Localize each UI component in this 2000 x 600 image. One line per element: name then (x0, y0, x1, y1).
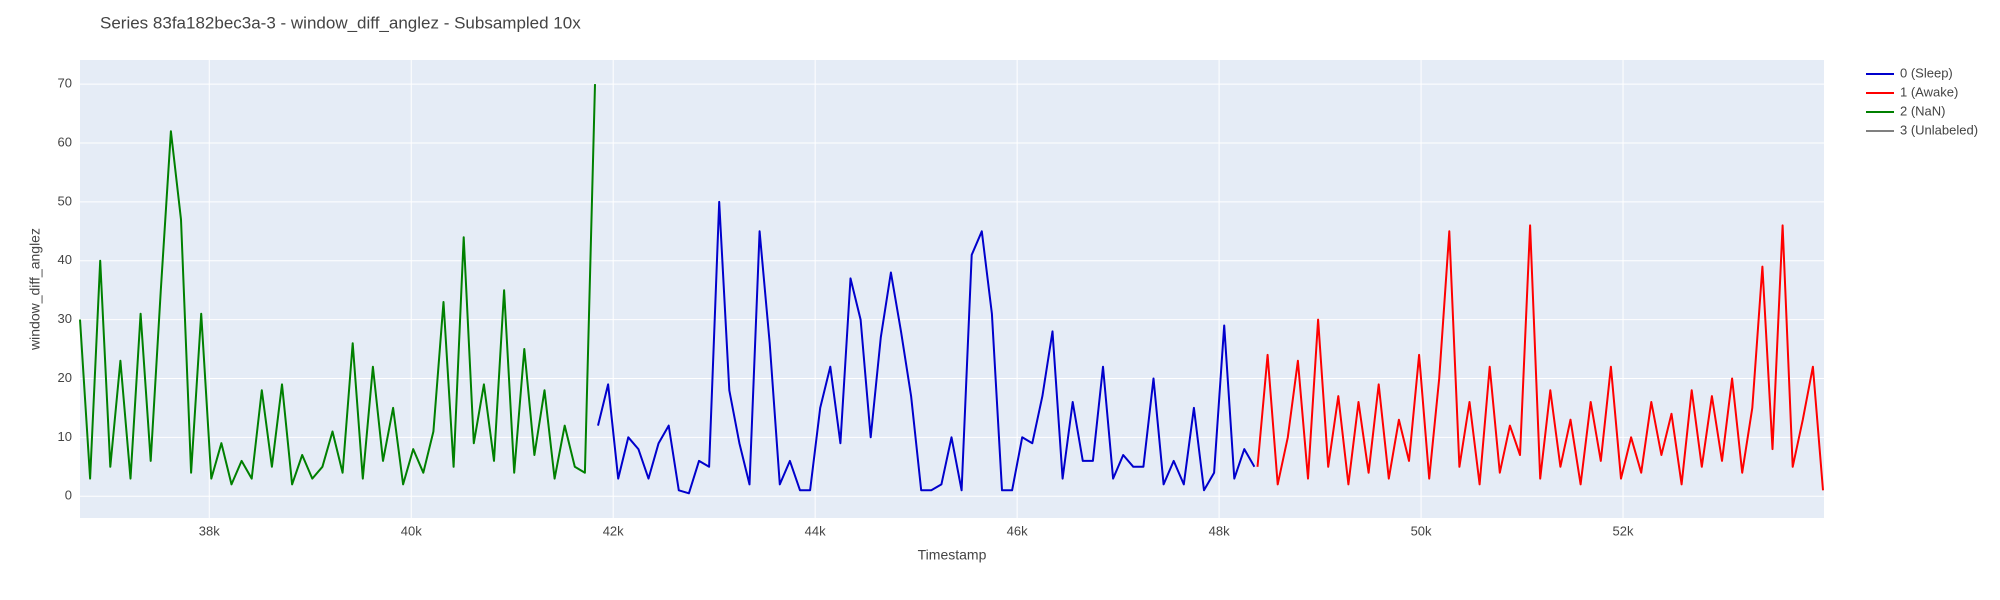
y-tick-label: 10 (58, 429, 72, 444)
x-tick-label: 44k (805, 523, 826, 538)
y-tick-label: 0 (65, 488, 72, 503)
legend-label: 3 (Unlabeled) (1900, 122, 1978, 137)
y-axis-title: window_diff_anglez (27, 228, 43, 351)
x-tick-label: 38k (199, 523, 220, 538)
plot-area (80, 60, 1824, 518)
y-tick-label: 30 (58, 311, 72, 326)
x-tick-label: 40k (401, 523, 422, 538)
x-axis-title: Timestamp (918, 547, 987, 563)
x-tick-label: 52k (1613, 523, 1634, 538)
x-tick-label: 42k (603, 523, 624, 538)
y-tick-label: 70 (58, 76, 72, 91)
lines (79, 84, 1824, 495)
series-line (79, 84, 596, 486)
series-line (597, 200, 1256, 495)
x-tick-label: 46k (1007, 523, 1028, 538)
legend: 0 (Sleep) 1 (Awake) 2 (NaN) 3 (Unlabeled) (1866, 65, 1978, 137)
series-line (1256, 224, 1824, 491)
x-tick-label: 50k (1411, 523, 1432, 538)
y-tick-label: 20 (58, 370, 72, 385)
y-tick-label: 40 (58, 252, 72, 267)
chart-title: Series 83fa182bec3a-3 - window_diff_angl… (100, 13, 581, 32)
x-tick-label: 48k (1209, 523, 1230, 538)
grid: 0 10 20 30 40 50 60 70 38k 40k 42k 44k 46k 48k 50k 52k (58, 60, 1824, 538)
legend-label: 2 (NaN) (1900, 103, 1946, 118)
legend-label: 1 (Awake) (1900, 84, 1958, 99)
y-tick-label: 50 (58, 193, 72, 208)
y-tick-label: 60 (58, 134, 72, 149)
legend-label: 0 (Sleep) (1900, 65, 1953, 80)
